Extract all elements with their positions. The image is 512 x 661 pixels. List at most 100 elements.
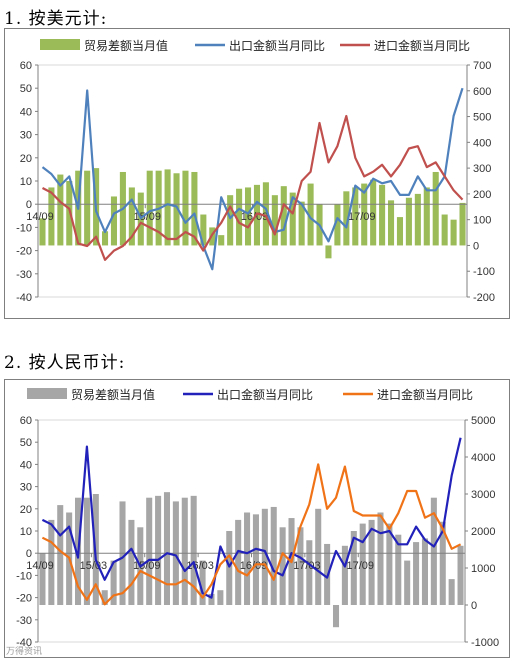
left-tick-label: 60 [20, 60, 32, 72]
right-tick-label: -100 [473, 266, 495, 278]
chart2-panel: 60 50 40 30 20 10 0 -10 -20 -30 -40 5000 4000 3000 200… [4, 379, 510, 658]
bar [57, 174, 64, 246]
bar [404, 560, 411, 605]
legend-label: 进口金额当月同比 [374, 38, 470, 53]
bar [414, 193, 421, 246]
bar [57, 505, 64, 605]
right-tick-label: 300 [473, 163, 491, 175]
plot-area [37, 419, 466, 643]
bar [261, 508, 268, 605]
bar [377, 512, 384, 605]
bar [386, 523, 393, 605]
right-tick-label: 1000 [471, 563, 495, 575]
bar [459, 202, 466, 246]
bar [325, 245, 332, 259]
bar [48, 187, 55, 246]
legend-swatch [27, 388, 67, 399]
bar [387, 200, 395, 246]
bar [208, 593, 215, 605]
left-tick-label: -40 [16, 292, 32, 304]
bar [235, 519, 242, 605]
right-tick-label: 0 [471, 600, 477, 612]
left-tick-label: 10 [20, 176, 32, 188]
bar [289, 192, 296, 246]
bar [421, 538, 428, 605]
bar [315, 508, 322, 605]
bar [306, 540, 313, 605]
x-tick-label: 17/09 [348, 211, 376, 223]
right-tick-label: 3000 [471, 489, 495, 501]
bar [218, 235, 225, 246]
chart1-panel: 60 50 40 30 20 10 0 -10 -20 -30 -40 700 600 500 400 300… [4, 28, 510, 319]
right-tick-label: -1000 [471, 637, 499, 649]
right-tick-label: 200 [473, 189, 491, 201]
bar [48, 519, 55, 605]
bar [279, 527, 286, 605]
bar [457, 545, 464, 605]
bar [448, 579, 455, 605]
bar [155, 495, 162, 605]
x-tick-label: 14/09 [26, 211, 54, 223]
series-line [41, 463, 462, 606]
bar [280, 186, 287, 246]
left-tick-label: -30 [16, 615, 32, 627]
bar [163, 492, 171, 605]
bar [39, 553, 46, 605]
bar [83, 497, 90, 605]
bar [430, 497, 437, 605]
bar [217, 590, 224, 605]
bar [181, 497, 188, 605]
x-tick-label: 15/09 [133, 211, 161, 223]
left-tick-label: 50 [20, 437, 32, 449]
bar [370, 179, 377, 246]
bar [173, 173, 180, 246]
bar [244, 512, 251, 605]
left-tick-label: 60 [20, 415, 32, 427]
right-tick-label: 400 [473, 137, 491, 149]
right-tick-label: 5000 [471, 415, 495, 427]
right-tick-label: 4000 [471, 452, 495, 464]
series-line [41, 437, 462, 599]
bar [298, 201, 305, 246]
legend-label: 贸易差额当月值 [71, 387, 155, 402]
bar [413, 542, 420, 605]
right-tick-label: 700 [473, 60, 491, 72]
bar [146, 497, 153, 605]
left-tick-label: 50 [20, 83, 32, 95]
bar [341, 545, 348, 605]
bar [297, 527, 304, 605]
bar [359, 523, 366, 605]
bar [244, 187, 252, 246]
left-tick-label: 20 [20, 504, 32, 516]
bar [332, 605, 340, 628]
bar [450, 219, 457, 246]
x-tick-label: 14/09 [26, 560, 54, 572]
bar [182, 170, 189, 246]
x-tick-label: 17/09 [346, 560, 374, 572]
bar [361, 183, 368, 246]
left-tick-label: 0 [26, 199, 32, 211]
bar [405, 197, 412, 246]
legend-label: 出口金额当月同比 [217, 387, 313, 402]
bar [395, 534, 402, 605]
bar [352, 187, 359, 246]
right-tick-label: 100 [473, 215, 491, 227]
left-tick-label: 40 [20, 106, 32, 118]
bar [66, 181, 73, 246]
left-tick-label: -10 [16, 570, 32, 582]
right-tick-label: -200 [473, 292, 495, 304]
chart2-heading: 2. 按人民币计: [4, 353, 126, 373]
chart2-svg: 60 50 40 30 20 10 0 -10 -20 -30 -40 5000 4000 3000 200… [16, 387, 499, 649]
bar [343, 191, 350, 246]
right-tick-label: 2000 [471, 526, 495, 538]
bar [164, 169, 171, 246]
bar [199, 560, 206, 605]
bar [128, 519, 135, 605]
bar [128, 187, 135, 246]
chart1-heading: 1. 按美元计: [4, 9, 108, 29]
bar [262, 182, 269, 246]
left-tick-label: -20 [16, 246, 32, 258]
legend-swatch [40, 39, 80, 50]
right-tick-label: 500 [473, 112, 491, 124]
bar [271, 195, 278, 246]
